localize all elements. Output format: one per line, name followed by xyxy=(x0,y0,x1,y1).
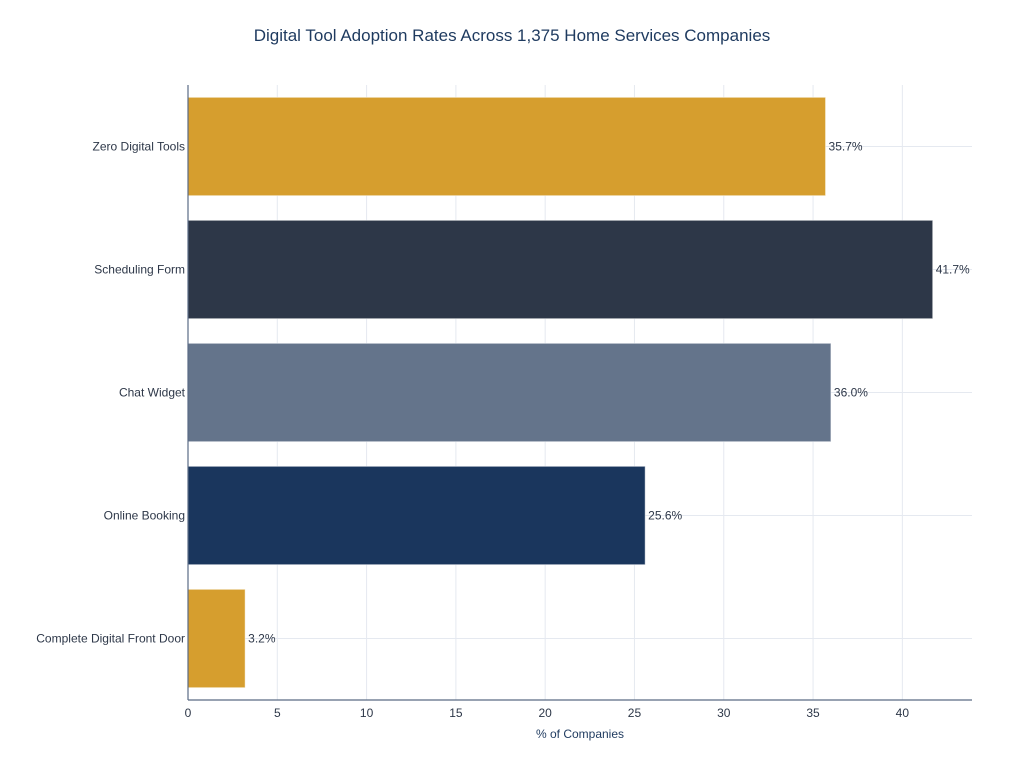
y-tick-label: Scheduling Form xyxy=(94,263,185,277)
x-tick-label: 40 xyxy=(896,706,910,720)
bar xyxy=(187,96,827,197)
x-tick-label: 10 xyxy=(360,706,374,720)
x-tick-label: 15 xyxy=(449,706,463,720)
data-label: 41.7% xyxy=(936,263,970,277)
x-axis-title: % of Companies xyxy=(536,727,624,741)
data-label: 25.6% xyxy=(648,509,682,523)
x-tick-label: 30 xyxy=(717,706,731,720)
y-tick-label: Zero Digital Tools xyxy=(93,140,185,154)
data-label: 36.0% xyxy=(834,386,868,400)
bar xyxy=(187,219,934,320)
data-label: 3.2% xyxy=(248,632,276,646)
chart-title: Digital Tool Adoption Rates Across 1,375… xyxy=(253,26,771,45)
x-tick-label: 25 xyxy=(628,706,642,720)
x-tick-label: 35 xyxy=(806,706,820,720)
y-tick-label: Chat Widget xyxy=(119,386,186,400)
x-tick-label: 0 xyxy=(185,706,192,720)
x-tick-label: 20 xyxy=(538,706,552,720)
bar xyxy=(187,588,246,689)
x-tick-label: 5 xyxy=(274,706,281,720)
y-tick-label: Complete Digital Front Door xyxy=(36,632,185,646)
bar xyxy=(187,465,646,566)
y-tick-label: Online Booking xyxy=(104,509,185,523)
bar xyxy=(187,342,832,443)
data-label: 35.7% xyxy=(829,140,863,154)
